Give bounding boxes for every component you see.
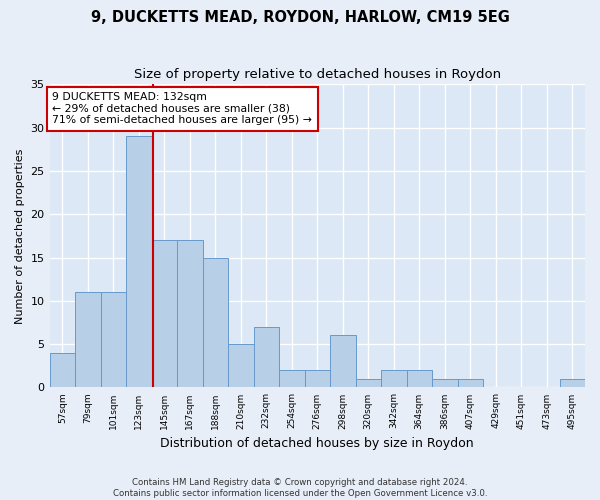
Bar	[177, 240, 203, 388]
Title: Size of property relative to detached houses in Roydon: Size of property relative to detached ho…	[134, 68, 501, 80]
Bar	[458, 379, 483, 388]
Bar	[254, 327, 279, 388]
Bar	[407, 370, 432, 388]
X-axis label: Distribution of detached houses by size in Roydon: Distribution of detached houses by size …	[160, 437, 474, 450]
Y-axis label: Number of detached properties: Number of detached properties	[15, 148, 25, 324]
Bar	[330, 336, 356, 388]
Bar	[432, 379, 458, 388]
Bar	[305, 370, 330, 388]
Bar	[75, 292, 101, 388]
Bar	[101, 292, 126, 388]
Bar	[126, 136, 152, 388]
Text: Contains HM Land Registry data © Crown copyright and database right 2024.
Contai: Contains HM Land Registry data © Crown c…	[113, 478, 487, 498]
Bar	[356, 379, 381, 388]
Text: 9 DUCKETTS MEAD: 132sqm
← 29% of detached houses are smaller (38)
71% of semi-de: 9 DUCKETTS MEAD: 132sqm ← 29% of detache…	[52, 92, 312, 125]
Bar	[279, 370, 305, 388]
Bar	[381, 370, 407, 388]
Bar	[228, 344, 254, 388]
Bar	[203, 258, 228, 388]
Text: 9, DUCKETTS MEAD, ROYDON, HARLOW, CM19 5EG: 9, DUCKETTS MEAD, ROYDON, HARLOW, CM19 5…	[91, 10, 509, 25]
Bar	[50, 353, 75, 388]
Bar	[152, 240, 177, 388]
Bar	[560, 379, 585, 388]
